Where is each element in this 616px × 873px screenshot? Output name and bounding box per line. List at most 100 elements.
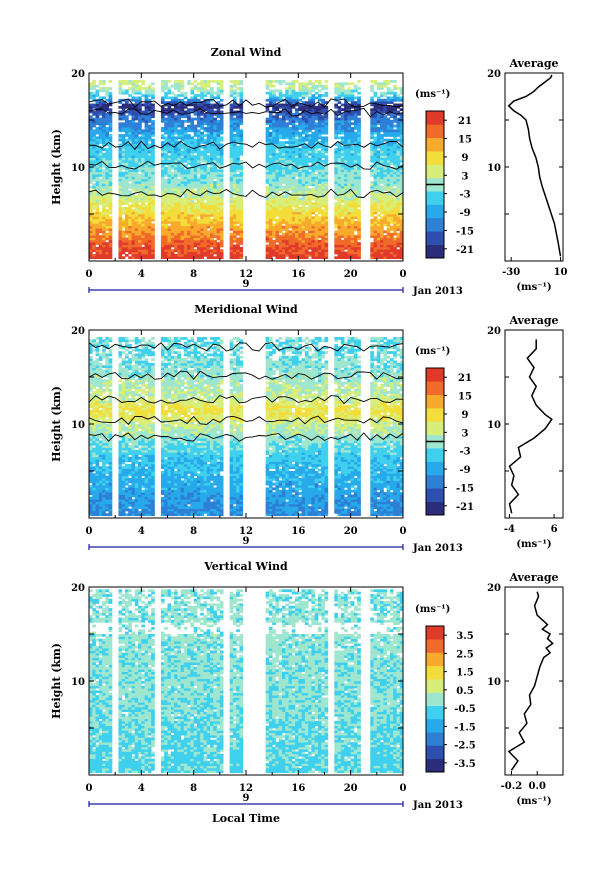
heatmap-cell	[298, 212, 302, 215]
heatmap-cell	[295, 132, 299, 135]
heatmap-cell	[230, 108, 234, 111]
heatmap-cell	[325, 205, 329, 208]
heatmap-cell	[164, 80, 168, 83]
heatmap-cell	[168, 174, 172, 177]
heatmap-cell	[233, 165, 237, 168]
heatmap-cell	[187, 214, 191, 217]
heatmap-cell	[282, 141, 286, 144]
heatmap-cell	[213, 235, 217, 238]
heatmap-cell	[383, 221, 387, 224]
heatmap-cell	[164, 108, 168, 111]
heatmap-cell	[138, 200, 142, 203]
heatmap-cell	[148, 216, 152, 219]
heatmap-cell	[292, 87, 296, 90]
heatmap-cell	[239, 209, 243, 212]
heatmap-cell	[230, 167, 234, 170]
heatmap-cell	[138, 136, 142, 139]
heatmap-cell	[351, 141, 355, 144]
heatmap-cell	[285, 134, 289, 137]
heatmap-cell	[357, 219, 361, 222]
heatmap-cell	[315, 132, 319, 135]
heatmap-cell	[298, 226, 302, 229]
heatmap-cell	[311, 160, 315, 163]
heatmap-cell	[374, 106, 378, 109]
heatmap-cell	[295, 205, 299, 208]
heatmap-cell	[338, 198, 342, 201]
heatmap-cell	[383, 151, 387, 154]
heatmap-cell	[305, 219, 309, 222]
heatmap-cell	[177, 233, 181, 236]
heatmap-cell	[325, 242, 329, 245]
heatmap-cell	[197, 132, 201, 135]
heatmap-cell	[92, 216, 96, 219]
heatmap-cell	[370, 108, 374, 111]
heatmap-cell	[125, 134, 129, 137]
heatmap-cell	[122, 233, 126, 236]
heatmap-cell	[132, 92, 136, 95]
heatmap-cell	[279, 167, 283, 170]
heatmap-cell	[118, 129, 122, 132]
heatmap-cell	[292, 160, 296, 163]
heatmap-cell	[145, 118, 149, 121]
heatmap-cell	[302, 160, 306, 163]
heatmap-cell	[315, 129, 319, 132]
heatmap-cell	[266, 127, 270, 130]
heatmap-cell	[171, 242, 175, 245]
heatmap-cell	[338, 144, 342, 147]
heatmap-cell	[217, 242, 221, 245]
heatmap-cell	[380, 219, 384, 222]
heatmap-cell	[109, 99, 113, 102]
heatmap-cell	[141, 202, 145, 205]
heatmap-cell	[341, 207, 345, 210]
heatmap-cell	[289, 118, 293, 121]
heatmap-cell	[292, 127, 296, 130]
heatmap-cell	[279, 82, 283, 85]
heatmap-cell	[128, 209, 132, 212]
heatmap-cell	[190, 129, 194, 132]
heatmap-cell	[230, 198, 234, 201]
heatmap-cell	[190, 223, 194, 226]
heatmap-cell	[380, 176, 384, 179]
heatmap-cell	[203, 115, 207, 118]
heatmap-cell	[357, 254, 361, 257]
heatmap-cell	[132, 202, 136, 205]
heatmap-cell	[266, 256, 270, 259]
heatmap-cell	[217, 230, 221, 233]
heatmap-cell	[347, 92, 351, 95]
heatmap-cell	[236, 134, 240, 137]
heatmap-cell	[207, 242, 211, 245]
heatmap-cell	[289, 200, 293, 203]
heatmap-cell	[135, 129, 139, 132]
heatmap-cell	[318, 89, 322, 92]
heatmap-cell	[177, 209, 181, 212]
heatmap-cell	[344, 176, 348, 179]
heatmap-cell	[174, 209, 178, 212]
heatmap-cell	[298, 230, 302, 233]
heatmap-cell	[122, 129, 126, 132]
heatmap-cell	[347, 89, 351, 92]
heatmap-cell	[354, 188, 358, 191]
heatmap-cell	[334, 85, 338, 88]
heatmap-cell	[89, 200, 93, 203]
heatmap-cell	[282, 94, 286, 97]
heatmap-cell	[318, 155, 322, 158]
heatmap-cell	[374, 219, 378, 222]
heatmap-cell	[210, 245, 214, 248]
heatmap-cell	[347, 221, 351, 224]
heatmap-cell	[145, 94, 149, 97]
heatmap-cell	[96, 94, 100, 97]
heatmap-cell	[168, 209, 172, 212]
heatmap-cell	[275, 186, 279, 189]
heatmap-cell	[347, 205, 351, 208]
heatmap-cell	[138, 129, 142, 132]
heatmap-cell	[318, 254, 322, 257]
heatmap-cell	[187, 212, 191, 215]
panel-title: Zonal Wind	[211, 46, 282, 59]
heatmap-cell	[161, 148, 165, 151]
heatmap-cell	[377, 198, 381, 201]
heatmap-cell	[321, 122, 325, 125]
heatmap-cell	[109, 249, 113, 252]
heatmap-cell	[168, 155, 172, 158]
heatmap-cell	[357, 97, 361, 100]
heatmap-cell	[239, 165, 243, 168]
